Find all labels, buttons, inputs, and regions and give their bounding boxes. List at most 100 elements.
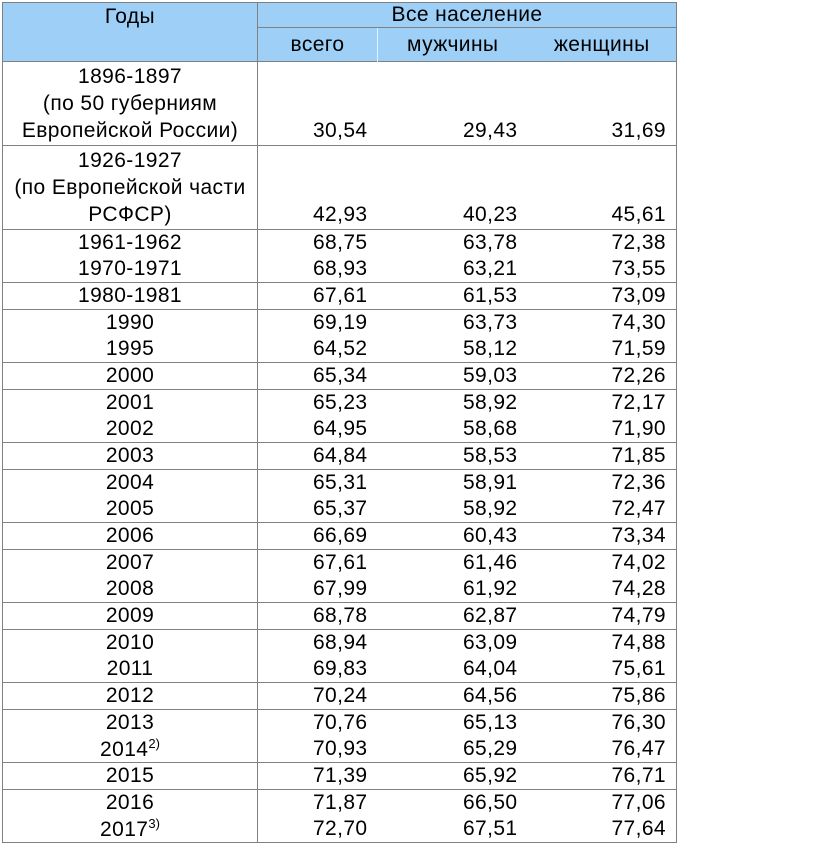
men-cell: 64,56 bbox=[377, 682, 528, 710]
total-cell: 65,31 bbox=[257, 469, 378, 496]
men-cell: 67,51 bbox=[462, 817, 518, 840]
women-cell: 31,69 bbox=[527, 61, 677, 146]
women-cell: 72,17 bbox=[527, 389, 677, 416]
men-cell: 63,21 bbox=[462, 257, 518, 280]
total-cell: 64,52 bbox=[312, 337, 368, 360]
total-cell: 68,94 bbox=[257, 629, 378, 656]
year-cell: 2003 bbox=[2, 442, 258, 470]
men-cell: 58,12 bbox=[462, 337, 518, 360]
men-cell: 63,09 bbox=[377, 629, 528, 656]
year-cell: 1990 bbox=[2, 309, 258, 336]
year-cell: 1995 bbox=[2, 336, 258, 363]
women-cell: 73,34 bbox=[527, 522, 677, 550]
women-cell: 75,86 bbox=[527, 682, 677, 710]
total-cell: 70,24 bbox=[257, 682, 378, 710]
footnote-marker: 3) bbox=[148, 816, 160, 831]
total-cell: 66,69 bbox=[257, 522, 378, 550]
women-cell: 76,47 bbox=[611, 737, 666, 760]
men-cell: 62,87 bbox=[377, 602, 528, 630]
total-cell: 68,93 bbox=[312, 257, 368, 280]
total-cell: 67,61 bbox=[257, 282, 378, 310]
men-cell: 58,92 bbox=[462, 497, 518, 520]
women-cell: 74,02 bbox=[527, 549, 677, 576]
women-cell: 77,64 bbox=[611, 817, 666, 840]
table-row: 2002 64,95 58,68 71,90 bbox=[2, 416, 677, 443]
table-row: 2016 71,87 66,50 77,06 bbox=[2, 789, 677, 816]
table-row: 1896-1897 (по 50 губерниям Европейской Рос… bbox=[2, 61, 677, 146]
total-cell: 67,99 bbox=[312, 577, 368, 600]
table-row: 20173) 72,70 67,51 77,64 bbox=[2, 816, 677, 843]
footnote-marker: 2) bbox=[148, 736, 160, 751]
total-cell: 65,37 bbox=[312, 497, 368, 520]
year-cell: 1926-1927 (по Европейской части РСФСР) bbox=[2, 145, 258, 230]
year-cell: 2015 bbox=[2, 762, 258, 790]
men-cell: 58,68 bbox=[462, 417, 518, 440]
year-cell: 1970-1971 bbox=[2, 256, 258, 283]
women-cell: 76,30 bbox=[527, 709, 677, 736]
header-row-sub: всего мужчины женщины bbox=[3, 27, 677, 62]
women-cell: 45,61 bbox=[527, 145, 677, 230]
men-cell: 58,53 bbox=[377, 442, 528, 470]
year-cell: 2008 bbox=[2, 576, 258, 603]
year-cell: 2001 bbox=[2, 389, 258, 416]
year-cell: 20173) bbox=[2, 816, 258, 843]
men-cell: 64,04 bbox=[462, 657, 518, 680]
total-cell: 72,70 bbox=[312, 817, 368, 840]
table-row: 2012 70,24 64,56 75,86 bbox=[2, 682, 677, 710]
women-cell: 73,09 bbox=[527, 282, 677, 310]
women-cell: 72,38 bbox=[527, 229, 677, 256]
total-cell: 68,78 bbox=[257, 602, 378, 630]
table-row: 2005 65,37 58,92 72,47 bbox=[2, 496, 677, 523]
total-cell: 42,93 bbox=[257, 145, 378, 230]
women-cell: 72,36 bbox=[527, 469, 677, 496]
life-expectancy-table: Годы Все население всего мужчины женщины… bbox=[2, 2, 677, 843]
column-header-men: мужчины bbox=[377, 27, 528, 62]
women-cell: 74,88 bbox=[527, 629, 677, 656]
women-cell: 75,61 bbox=[611, 657, 666, 680]
men-cell: 65,29 bbox=[462, 737, 518, 760]
column-header-total: всего bbox=[257, 27, 378, 62]
table-row: 1961-1962 68,75 63,78 72,38 bbox=[2, 229, 677, 256]
year-cell: 2016 bbox=[2, 789, 258, 816]
year-cell: 2005 bbox=[2, 496, 258, 523]
table-row: 1990 69,19 63,73 74,30 bbox=[2, 309, 677, 336]
women-cell: 74,30 bbox=[527, 309, 677, 336]
table-row: 1926-1927 (по Европейской части РСФСР) 42,9… bbox=[2, 145, 677, 230]
year-cell: 2009 bbox=[2, 602, 258, 630]
year-cell: 2013 bbox=[2, 709, 258, 736]
women-cell: 76,71 bbox=[527, 762, 677, 790]
total-cell: 65,23 bbox=[257, 389, 378, 416]
total-cell: 64,84 bbox=[257, 442, 378, 470]
column-header-women: женщины bbox=[527, 27, 677, 62]
total-cell: 65,34 bbox=[257, 362, 378, 390]
column-header-population: Все население bbox=[257, 2, 677, 28]
year-cell: 2011 bbox=[2, 656, 258, 683]
year-cell: 2012 bbox=[2, 682, 258, 710]
year-cell: 2000 bbox=[2, 362, 258, 390]
table-row: 2007 67,61 61,46 74,02 bbox=[2, 549, 677, 576]
table-row: 2000 65,34 59,03 72,26 bbox=[2, 362, 677, 390]
table-row: 2001 65,23 58,92 72,17 bbox=[2, 389, 677, 416]
total-cell: 71,87 bbox=[257, 789, 378, 816]
women-cell: 71,90 bbox=[611, 417, 666, 440]
header-row-top: Годы Все население bbox=[2, 2, 677, 62]
year-cell: 1896-1897 (по 50 губерниям Европейской Рос… bbox=[2, 61, 258, 146]
table-row: 2006 66,69 60,43 73,34 bbox=[2, 522, 677, 550]
total-cell: 70,93 bbox=[312, 737, 368, 760]
total-cell: 67,61 bbox=[257, 549, 378, 576]
table-row: 2003 64,84 58,53 71,85 bbox=[2, 442, 677, 470]
men-cell: 29,43 bbox=[377, 61, 528, 146]
women-cell: 71,85 bbox=[527, 442, 677, 470]
table-row: 2004 65,31 58,91 72,36 bbox=[2, 469, 677, 496]
table-row: 2013 70,76 65,13 76,30 bbox=[2, 709, 677, 736]
year-cell: 2004 bbox=[2, 469, 258, 496]
table-row: 1995 64,52 58,12 71,59 bbox=[2, 336, 677, 363]
total-cell: 68,75 bbox=[257, 229, 378, 256]
total-cell: 69,83 bbox=[312, 657, 368, 680]
table-row: 2015 71,39 65,92 76,71 bbox=[2, 762, 677, 790]
men-cell: 65,13 bbox=[377, 709, 528, 736]
women-cell: 73,55 bbox=[611, 257, 666, 280]
women-cell: 72,26 bbox=[527, 362, 677, 390]
men-cell: 58,92 bbox=[377, 389, 528, 416]
